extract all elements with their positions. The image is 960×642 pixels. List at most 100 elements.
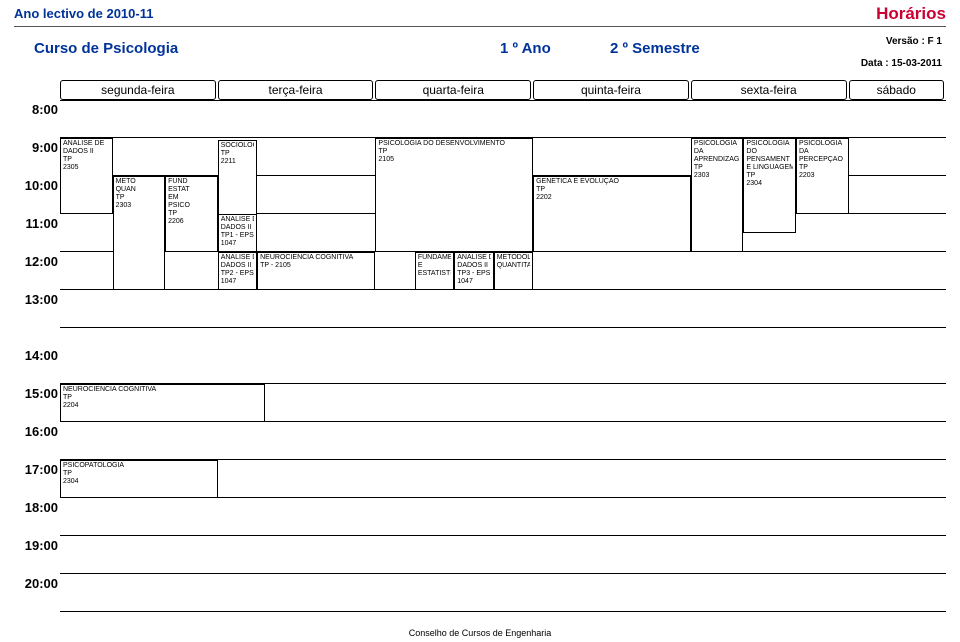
time-label: 14:00 — [14, 348, 60, 363]
course-block: ANÁLISE DEDADOS IITP2 - EPSI1047 — [218, 252, 257, 290]
course-line: PSICOLOGIA DO DESENVOLVIMENTO — [378, 140, 530, 148]
course-block: ANÁLISE DEDADOS IITP2305 — [60, 138, 113, 214]
course-line: GENÉTICA E EVOLUÇÃO — [536, 178, 688, 186]
course-line: TP — [63, 156, 110, 164]
course-line: TP — [221, 150, 254, 158]
time-label: 10:00 — [14, 178, 60, 193]
course-line: DADOS II — [221, 262, 254, 270]
course-line: TP — [536, 186, 688, 194]
row-line — [60, 535, 946, 536]
time-label: 20:00 — [14, 576, 60, 591]
academic-year: Ano lectivo de 2010-11 — [14, 6, 153, 21]
course-line: 2105 — [378, 156, 530, 164]
course-block: PSICOPATOLOGIATP2304 — [60, 460, 218, 498]
course-block: GENÉTICA E EVOLUÇÃOTP2202 — [533, 176, 691, 252]
course-line: ESTAT — [168, 186, 215, 194]
course-block: PSICOLOGIADOPENSAMENTE LINGUAGEMTP2304 — [743, 138, 796, 233]
course-line: TP — [63, 470, 215, 478]
row-line — [60, 611, 946, 612]
course-line: METO — [116, 178, 163, 186]
course-line: DADOS II — [457, 262, 490, 270]
course-line: APRENDIZAG — [694, 156, 741, 164]
course-line: ANÁLISE DE — [221, 254, 254, 262]
course-line: E — [418, 262, 451, 270]
course-line: FUNDAMENT — [418, 254, 451, 262]
time-label: 9:00 — [14, 140, 60, 155]
course-line: 2203 — [799, 172, 846, 180]
course-block: PSICOLOGIADAPERCEPÇÃOTP2203 — [796, 138, 849, 214]
row-line — [60, 100, 946, 101]
semester: 2 º Semestre — [610, 40, 700, 57]
course-line: E LINGUAGEM — [746, 164, 793, 172]
day-header: quarta-feira — [375, 80, 531, 100]
course-line: TP - 2105 — [260, 262, 372, 270]
version-label: Versão : F 1 — [886, 36, 942, 47]
course-line: PSICOLOGIA — [799, 140, 846, 148]
course-line: 2305 — [63, 164, 110, 172]
course-line: DADOS II — [63, 148, 110, 156]
course-line: ANÁLISE DE — [457, 254, 490, 262]
course-line: FUND — [168, 178, 215, 186]
course-line: TP2 - EPSI — [221, 270, 254, 278]
course-line: DADOS II — [221, 224, 254, 232]
time-label: 16:00 — [14, 424, 60, 439]
course-line: QUAN — [116, 186, 163, 194]
time-label: 11:00 — [14, 216, 60, 231]
course-line: 2204 — [63, 402, 262, 410]
course-line: PSICOPATOLOGIA — [63, 462, 215, 470]
course-line: 2303 — [116, 202, 163, 210]
time-label: 12:00 — [14, 254, 60, 269]
header-rule — [14, 26, 946, 27]
course-block: NEUROCIÊNCIA COGNITIVATP - 2105 — [257, 252, 375, 290]
course-block: PSICOLOGIA DO DESENVOLVIMENTOTP2105 — [375, 138, 533, 252]
course-line: PENSAMENT — [746, 156, 793, 164]
title-horarios: Horários — [876, 4, 946, 24]
course-block: NEUROCIÊNCIA COGNITIVATP2204 — [60, 384, 265, 422]
date-label: Data : 15-03-2011 — [861, 58, 942, 69]
course-line: TP1 - EPSI — [221, 232, 254, 240]
course-line: ANÁLISE DE — [63, 140, 110, 148]
course-title: Curso de Psicologia — [34, 40, 178, 57]
course-line: SOCIOLOGIA — [221, 142, 254, 150]
course-line: 1047 — [457, 278, 490, 286]
course-block: ANÁLISE DEDADOS IITP3 - EPSI1047 — [454, 252, 493, 290]
time-label: 17:00 — [14, 462, 60, 477]
course-line: 2206 — [168, 218, 215, 226]
course-block: FUNDAMENTEESTATÍSTICA — [415, 252, 454, 290]
timetable-grid: 8:00 9:00 10:00 11:00 12:00 13:00 14:00 15:00 16… — [14, 80, 946, 642]
course-line: QUANTITATIV — [497, 262, 530, 270]
course-line: DA — [799, 148, 846, 156]
time-label: 13:00 — [14, 292, 60, 307]
course-line: TP — [116, 194, 163, 202]
course-line: TP — [799, 164, 846, 172]
course-line: 1047 — [221, 240, 254, 248]
course-line: NEUROCIÊNCIA COGNITIVA — [63, 386, 262, 394]
course-line: TP — [168, 210, 215, 218]
page: Ano lectivo de 2010-11 Horários Curso de… — [0, 0, 960, 642]
course-line: TP — [746, 172, 793, 180]
course-line: METODOLOG — [497, 254, 530, 262]
course-line: DO — [746, 148, 793, 156]
time-label: 19:00 — [14, 538, 60, 553]
course-line: PSICOLOGIA — [694, 140, 741, 148]
day-header: sábado — [849, 80, 944, 100]
course-line: PERCEPÇÃO — [799, 156, 846, 164]
course-line: 2303 — [694, 172, 741, 180]
row-line — [60, 573, 946, 574]
course-line: 2211 — [221, 158, 254, 166]
course-line: ESTATÍSTICA — [418, 270, 451, 278]
day-header: segunda-feira — [60, 80, 216, 100]
day-header: sexta-feira — [691, 80, 847, 100]
time-label: 8:00 — [14, 102, 60, 117]
course-block: METODOLOGQUANTITATIV — [494, 252, 533, 290]
time-label: 18:00 — [14, 500, 60, 515]
day-header: quinta-feira — [533, 80, 689, 100]
course-line: 1047 — [221, 278, 254, 286]
time-label: 15:00 — [14, 386, 60, 401]
footer-text: Conselho de Cursos de Engenharia — [0, 628, 960, 638]
course-line: TP — [694, 164, 741, 172]
day-header: terça-feira — [218, 80, 374, 100]
course-line: NEUROCIÊNCIA COGNITIVA — [260, 254, 372, 262]
year-grade: 1 º Ano — [500, 40, 551, 57]
course-line: 2304 — [63, 478, 215, 486]
